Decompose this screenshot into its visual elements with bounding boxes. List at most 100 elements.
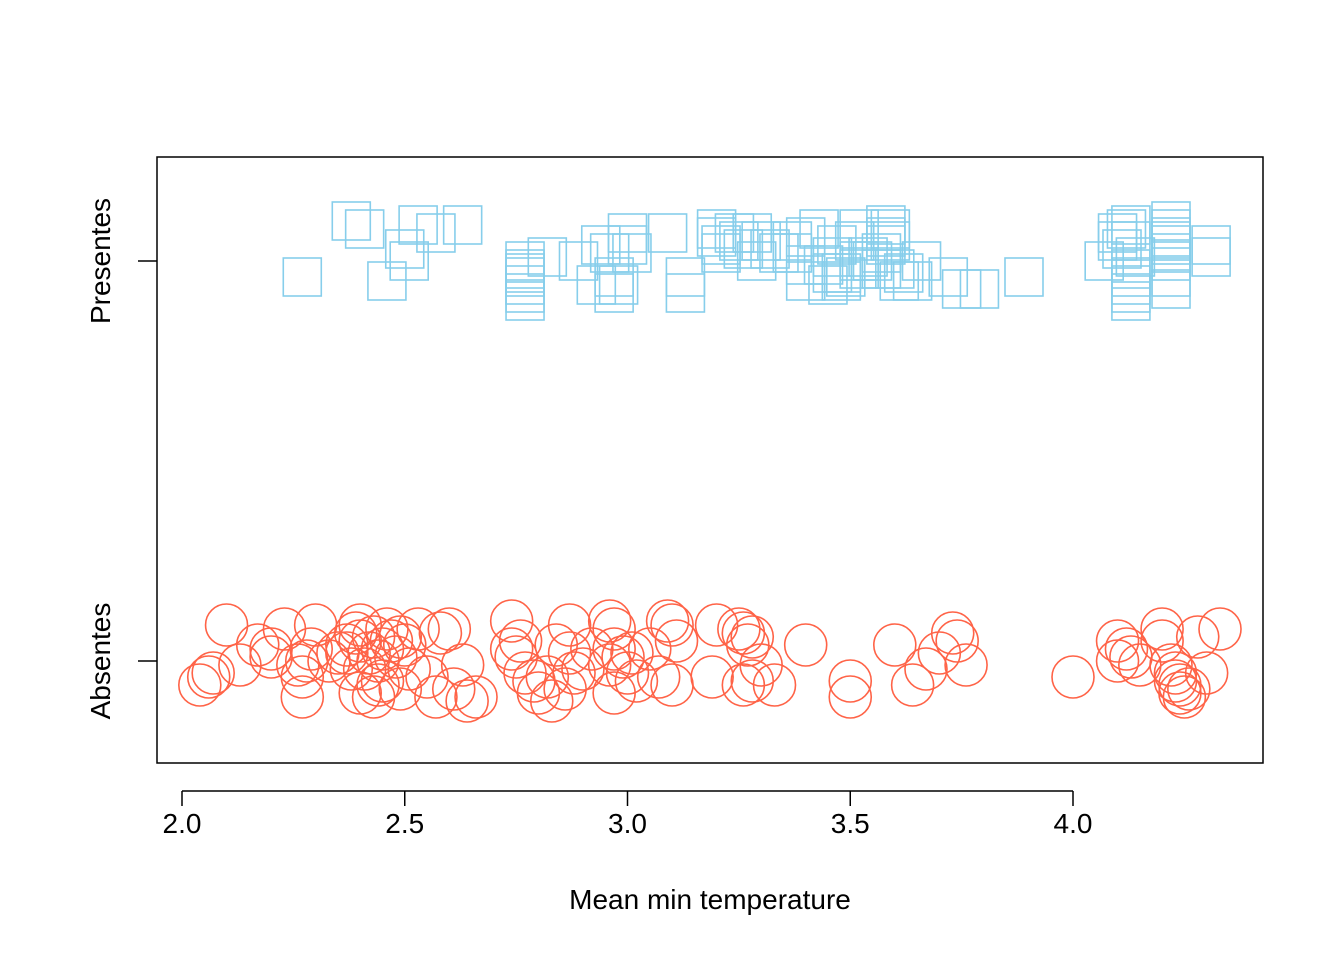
point-presentes bbox=[598, 265, 639, 305]
point-absentes bbox=[1095, 639, 1140, 683]
point-absentes bbox=[338, 603, 383, 647]
point-absentes bbox=[1140, 619, 1184, 663]
point-presentes bbox=[701, 233, 741, 273]
x-tick-label: 4.0 bbox=[1054, 808, 1093, 839]
point-presentes bbox=[665, 273, 706, 313]
point-absentes bbox=[325, 631, 369, 675]
point-presentes bbox=[848, 237, 888, 277]
x-tick-label: 2.0 bbox=[163, 808, 202, 839]
point-presentes bbox=[741, 221, 781, 261]
point-absentes bbox=[445, 679, 489, 723]
point-absentes bbox=[935, 619, 979, 663]
point-presentes bbox=[901, 241, 942, 281]
point-absentes bbox=[280, 655, 325, 699]
point-absentes bbox=[944, 643, 988, 687]
point-presentes bbox=[1111, 265, 1151, 305]
point-absentes bbox=[872, 623, 917, 667]
point-presentes bbox=[772, 221, 813, 261]
point-presentes bbox=[1111, 281, 1151, 321]
x-axis: 2.0 2.5 3.0 3.5 4.0 bbox=[163, 790, 1093, 839]
point-presentes bbox=[785, 217, 826, 257]
point-presentes bbox=[874, 249, 915, 289]
point-presentes bbox=[647, 213, 688, 253]
point-presentes bbox=[505, 281, 545, 321]
point-absentes bbox=[654, 619, 699, 663]
point-absentes bbox=[570, 627, 614, 671]
point-presentes bbox=[1111, 205, 1151, 245]
point-absentes bbox=[356, 663, 400, 707]
point-presentes bbox=[941, 269, 982, 309]
point-presentes bbox=[928, 257, 969, 297]
x-tick-label: 3.0 bbox=[608, 808, 647, 839]
point-absentes bbox=[516, 671, 561, 715]
points-layer bbox=[178, 201, 1242, 723]
point-absentes bbox=[828, 659, 873, 703]
point-presentes bbox=[1106, 209, 1147, 249]
point-absentes bbox=[1198, 607, 1242, 651]
point-presentes bbox=[870, 221, 911, 261]
point-presentes bbox=[803, 245, 844, 285]
point-absentes bbox=[890, 663, 935, 707]
x-axis-title: Mean min temperature bbox=[569, 884, 851, 915]
point-presentes bbox=[772, 233, 813, 273]
point-absentes bbox=[374, 635, 418, 679]
point-presentes bbox=[505, 253, 545, 293]
point-absentes bbox=[1184, 651, 1229, 695]
point-absentes bbox=[610, 631, 654, 675]
point-absentes bbox=[717, 607, 761, 651]
point-absentes bbox=[730, 615, 775, 659]
point-absentes bbox=[440, 643, 485, 687]
point-presentes bbox=[1111, 257, 1151, 297]
point-absentes bbox=[454, 675, 498, 719]
point-presentes bbox=[1111, 249, 1151, 289]
point-absentes bbox=[418, 611, 463, 655]
point-absentes bbox=[561, 647, 605, 691]
point-presentes bbox=[1097, 221, 1138, 261]
point-absentes bbox=[587, 599, 632, 643]
point-presentes bbox=[839, 209, 879, 249]
point-presentes bbox=[759, 233, 799, 273]
point-presentes bbox=[785, 245, 826, 285]
point-presentes bbox=[723, 229, 764, 269]
point-absentes bbox=[494, 635, 538, 679]
point-absentes bbox=[930, 611, 975, 655]
y-tick-label-absentes: Absentes bbox=[85, 603, 116, 720]
point-presentes bbox=[1191, 225, 1231, 265]
x-tick-label: 2.5 bbox=[385, 808, 424, 839]
point-presentes bbox=[1111, 221, 1151, 261]
point-presentes bbox=[892, 261, 933, 301]
point-presentes bbox=[580, 225, 621, 265]
point-absentes bbox=[650, 603, 694, 647]
point-absentes bbox=[730, 659, 775, 703]
point-presentes bbox=[861, 233, 902, 273]
point-presentes bbox=[714, 213, 755, 253]
point-presentes bbox=[817, 225, 857, 265]
point-absentes bbox=[752, 663, 797, 707]
point-absentes bbox=[347, 631, 391, 675]
point-absentes bbox=[529, 679, 574, 723]
point-presentes bbox=[808, 265, 848, 305]
point-absentes bbox=[289, 627, 333, 671]
point-presentes bbox=[812, 237, 853, 277]
point-presentes bbox=[785, 261, 826, 301]
point-presentes bbox=[799, 209, 839, 249]
point-presentes bbox=[505, 257, 545, 297]
point-absentes bbox=[351, 615, 396, 659]
point-absentes bbox=[627, 627, 672, 671]
point-absentes bbox=[431, 667, 476, 711]
point-presentes bbox=[612, 233, 652, 273]
point-absentes bbox=[329, 647, 374, 691]
point-presentes bbox=[696, 217, 737, 257]
point-presentes bbox=[416, 213, 456, 253]
point-absentes bbox=[601, 635, 645, 679]
point-presentes bbox=[331, 201, 372, 241]
point-absentes bbox=[1175, 615, 1220, 659]
point-presentes bbox=[866, 225, 906, 265]
point-absentes bbox=[191, 651, 235, 695]
point-absentes bbox=[636, 655, 681, 699]
point-presentes bbox=[344, 209, 385, 249]
point-absentes bbox=[605, 651, 650, 695]
point-absentes bbox=[186, 655, 231, 699]
point-presentes bbox=[1097, 213, 1138, 253]
